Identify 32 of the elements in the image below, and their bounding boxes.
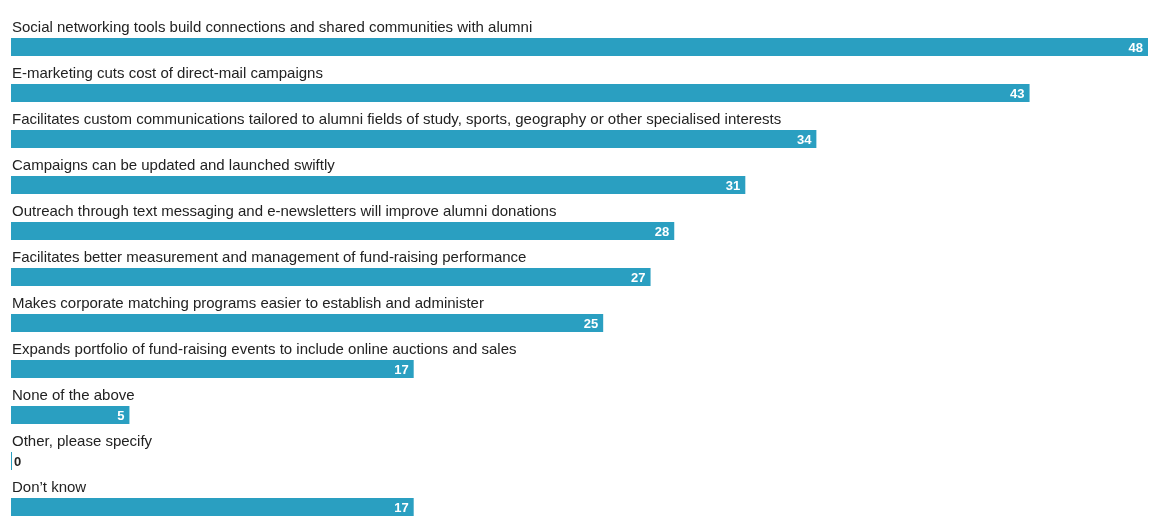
y-tick-label: E-marketing cuts cost of direct-mail campaigns: [12, 64, 323, 81]
bar: [11, 84, 1030, 102]
data-label: 48: [1128, 40, 1143, 55]
data-label: 25: [583, 316, 599, 331]
bar: [11, 268, 651, 286]
data-label: 28: [654, 224, 670, 239]
y-tick-label: Makes corporate matching programs easier to establish and administer: [12, 294, 484, 311]
data-label: 5: [117, 408, 125, 423]
data-label: 17: [394, 362, 409, 377]
y-tick-label: Campaigns can be updated and launched swiftly: [12, 156, 336, 173]
y-tick-label: Social networking tools build connections and shared communities with alumni: [12, 18, 533, 35]
data-label: 34: [796, 132, 813, 147]
bar: [11, 222, 675, 240]
bar: [11, 176, 746, 194]
bar: [11, 360, 414, 378]
data-label: 17: [394, 500, 409, 515]
data-label: 27: [631, 270, 646, 285]
y-tick-label: Outreach through text messaging and e-newsletters will improve alumni donations: [12, 202, 557, 219]
y-tick-label: None of the above: [12, 386, 135, 403]
y-tick-label: Facilitates better measurement and management of fund-raising performance: [12, 248, 527, 265]
bar: [11, 130, 817, 148]
bar: [11, 498, 414, 516]
y-tick-label: Facilitates custom communications tailored to alumni fields of study, sports, geography or other specialised interests: [12, 110, 782, 127]
bar: [11, 38, 1148, 56]
bar: [11, 406, 130, 424]
y-tick-label: Don’t know: [12, 478, 87, 495]
y-tick-label: Expands portfolio of fund-raising events to include online auctions and sales: [12, 340, 517, 357]
data-label: 43: [1010, 86, 1025, 101]
data-label: 31: [725, 178, 741, 193]
bar: [11, 314, 604, 332]
data-label: 0: [14, 454, 22, 469]
y-tick-label: Other, please specify: [12, 432, 153, 449]
